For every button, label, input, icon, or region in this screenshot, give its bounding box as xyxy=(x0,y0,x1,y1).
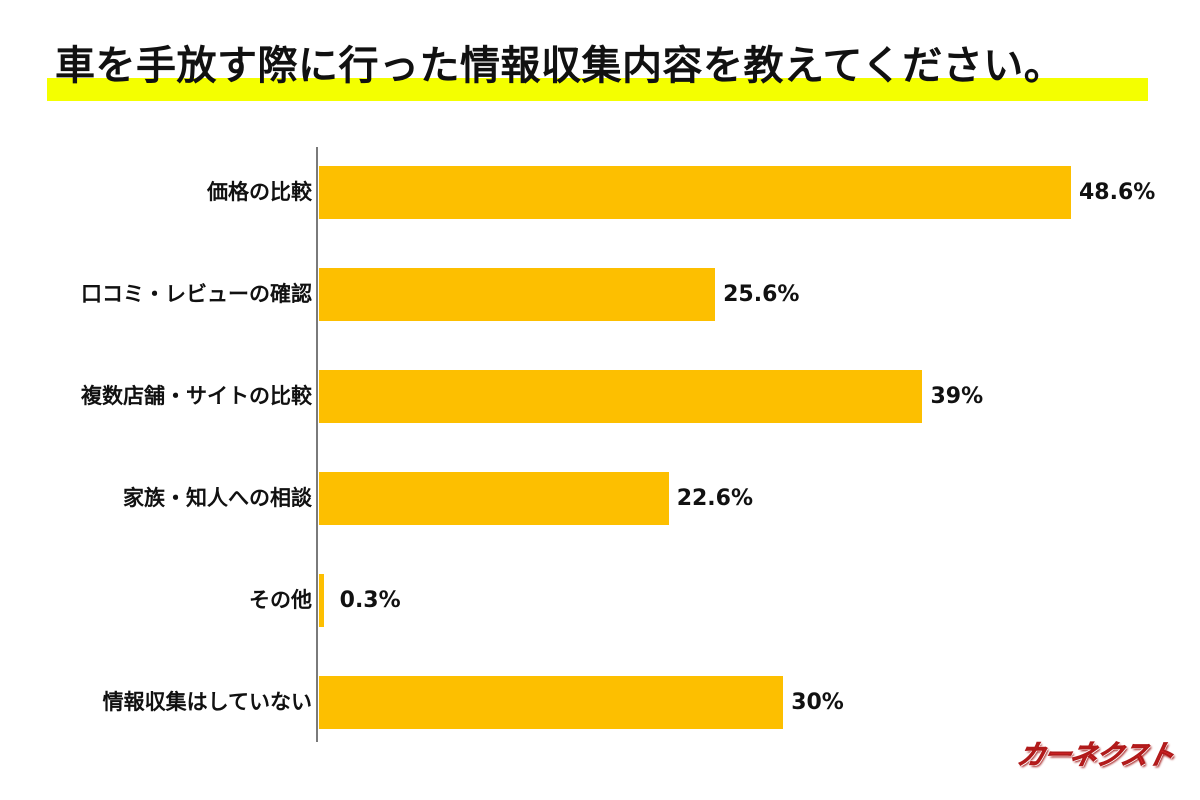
bar xyxy=(319,676,784,729)
bar-row: その他 0.3% xyxy=(0,574,1200,627)
category-label: 家族・知人への相談 xyxy=(123,486,312,510)
bar xyxy=(319,268,716,321)
bar-row: 情報収集はしていない 30% xyxy=(0,676,1200,729)
bar xyxy=(319,574,324,627)
bar-row: 複数店舗・サイトの比較 39% xyxy=(0,370,1200,423)
bar xyxy=(319,472,669,525)
bar xyxy=(319,166,1071,219)
title-highlight-band xyxy=(47,78,1148,101)
value-label: 48.6% xyxy=(1079,180,1156,205)
category-label: 複数店舗・サイトの比較 xyxy=(81,384,312,408)
brand-logo: カーネクスト xyxy=(1014,740,1177,772)
category-label: 口コミ・レビューの確認 xyxy=(81,282,312,306)
value-label: 39% xyxy=(930,384,984,409)
value-label: 22.6% xyxy=(676,486,754,511)
bar-row: 価格の比較 48.6% xyxy=(0,166,1200,219)
bar-row: 口コミ・レビューの確認 25.6% xyxy=(0,268,1200,321)
value-label: 0.3% xyxy=(339,588,401,613)
y-axis-line xyxy=(316,147,318,742)
category-label: 情報収集はしていない xyxy=(102,690,312,714)
chart-title: 車を手放す際に行った情報収集内容を教えてください。 xyxy=(55,43,1065,89)
value-label: 30% xyxy=(791,690,844,715)
category-label: その他 xyxy=(249,588,312,612)
bar-row: 家族・知人への相談 22.6% xyxy=(0,472,1200,525)
category-label: 価格の比較 xyxy=(207,180,312,204)
bar xyxy=(319,370,923,423)
chart-title-block: 車を手放す際に行った情報収集内容を教えてください。 xyxy=(47,36,1148,102)
value-label: 25.6% xyxy=(723,282,800,307)
